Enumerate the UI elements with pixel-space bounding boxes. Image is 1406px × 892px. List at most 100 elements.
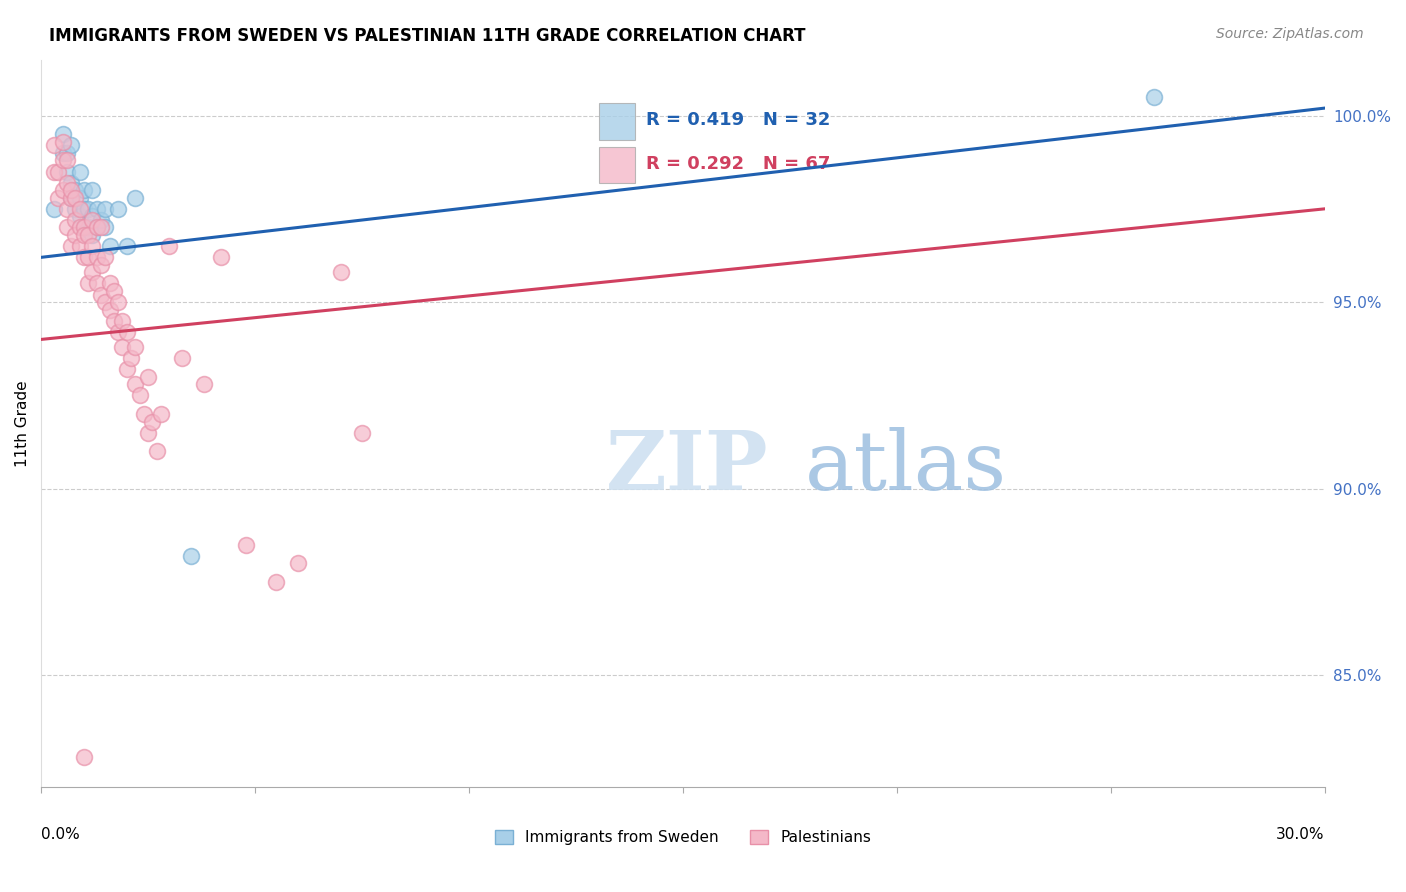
- Point: [124, 191, 146, 205]
- Point: [60, 191, 83, 205]
- Text: 0.0%: 0.0%: [41, 827, 80, 842]
- Point: [350, 425, 373, 440]
- FancyBboxPatch shape: [599, 103, 636, 140]
- Point: [124, 340, 146, 354]
- Point: [65, 191, 87, 205]
- Point: [69, 209, 91, 223]
- Point: [42, 202, 65, 216]
- Point: [94, 202, 117, 216]
- Point: [65, 183, 87, 197]
- Point: [111, 340, 134, 354]
- Point: [69, 239, 91, 253]
- Point: [55, 145, 77, 160]
- Point: [73, 220, 96, 235]
- Point: [55, 164, 77, 178]
- Point: [46, 164, 69, 178]
- Point: [55, 153, 77, 168]
- Point: [60, 183, 83, 197]
- Point: [90, 213, 112, 227]
- Point: [65, 227, 87, 242]
- Legend: Immigrants from Sweden, Palestinians: Immigrants from Sweden, Palestinians: [495, 830, 870, 845]
- Point: [77, 202, 100, 216]
- Point: [94, 220, 117, 235]
- Point: [111, 314, 134, 328]
- Point: [73, 220, 96, 235]
- Point: [115, 239, 138, 253]
- Point: [98, 277, 121, 291]
- Point: [180, 549, 202, 563]
- Point: [55, 220, 77, 235]
- Point: [136, 369, 159, 384]
- Point: [1142, 90, 1164, 104]
- Point: [69, 220, 91, 235]
- Text: 30.0%: 30.0%: [1277, 827, 1324, 842]
- Point: [107, 295, 129, 310]
- Point: [159, 239, 181, 253]
- Point: [145, 444, 167, 458]
- Point: [149, 407, 172, 421]
- Point: [82, 265, 104, 279]
- Point: [60, 239, 83, 253]
- Point: [51, 183, 73, 197]
- Point: [82, 213, 104, 227]
- Point: [103, 314, 125, 328]
- Point: [77, 277, 100, 291]
- Point: [55, 176, 77, 190]
- Point: [55, 202, 77, 216]
- Point: [73, 750, 96, 764]
- Point: [103, 284, 125, 298]
- Text: R = 0.292   N = 67: R = 0.292 N = 67: [645, 154, 830, 173]
- Point: [107, 202, 129, 216]
- Point: [42, 138, 65, 153]
- Text: R = 0.419   N = 32: R = 0.419 N = 32: [645, 111, 830, 129]
- Point: [287, 556, 309, 570]
- Point: [136, 425, 159, 440]
- Point: [107, 325, 129, 339]
- Point: [209, 251, 232, 265]
- Point: [94, 295, 117, 310]
- Point: [73, 227, 96, 242]
- Point: [90, 258, 112, 272]
- Point: [86, 202, 108, 216]
- Point: [82, 227, 104, 242]
- Point: [86, 277, 108, 291]
- Point: [65, 202, 87, 216]
- Point: [82, 209, 104, 223]
- Point: [94, 251, 117, 265]
- Point: [90, 287, 112, 301]
- Point: [46, 191, 69, 205]
- Point: [86, 220, 108, 235]
- Point: [73, 251, 96, 265]
- Text: atlas: atlas: [804, 427, 1007, 507]
- Text: IMMIGRANTS FROM SWEDEN VS PALESTINIAN 11TH GRADE CORRELATION CHART: IMMIGRANTS FROM SWEDEN VS PALESTINIAN 11…: [49, 27, 806, 45]
- Point: [51, 153, 73, 168]
- Point: [77, 251, 100, 265]
- Point: [69, 202, 91, 216]
- Point: [90, 220, 112, 235]
- Point: [193, 377, 215, 392]
- Point: [77, 227, 100, 242]
- Point: [235, 538, 257, 552]
- Text: ZIP: ZIP: [606, 427, 769, 507]
- Text: Source: ZipAtlas.com: Source: ZipAtlas.com: [1216, 27, 1364, 41]
- Point: [42, 164, 65, 178]
- Point: [69, 164, 91, 178]
- Point: [329, 265, 352, 279]
- Point: [120, 351, 142, 365]
- Point: [60, 191, 83, 205]
- Point: [82, 183, 104, 197]
- Y-axis label: 11th Grade: 11th Grade: [15, 380, 30, 467]
- Point: [51, 135, 73, 149]
- Point: [73, 202, 96, 216]
- FancyBboxPatch shape: [599, 147, 636, 183]
- Point: [60, 138, 83, 153]
- Point: [115, 362, 138, 376]
- Point: [98, 239, 121, 253]
- Point: [69, 191, 91, 205]
- Point: [128, 388, 150, 402]
- Point: [51, 127, 73, 141]
- Point: [77, 220, 100, 235]
- Point: [124, 377, 146, 392]
- Point: [115, 325, 138, 339]
- Point: [86, 220, 108, 235]
